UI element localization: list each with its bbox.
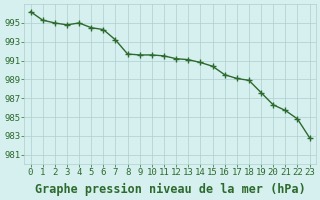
- X-axis label: Graphe pression niveau de la mer (hPa): Graphe pression niveau de la mer (hPa): [35, 183, 305, 196]
